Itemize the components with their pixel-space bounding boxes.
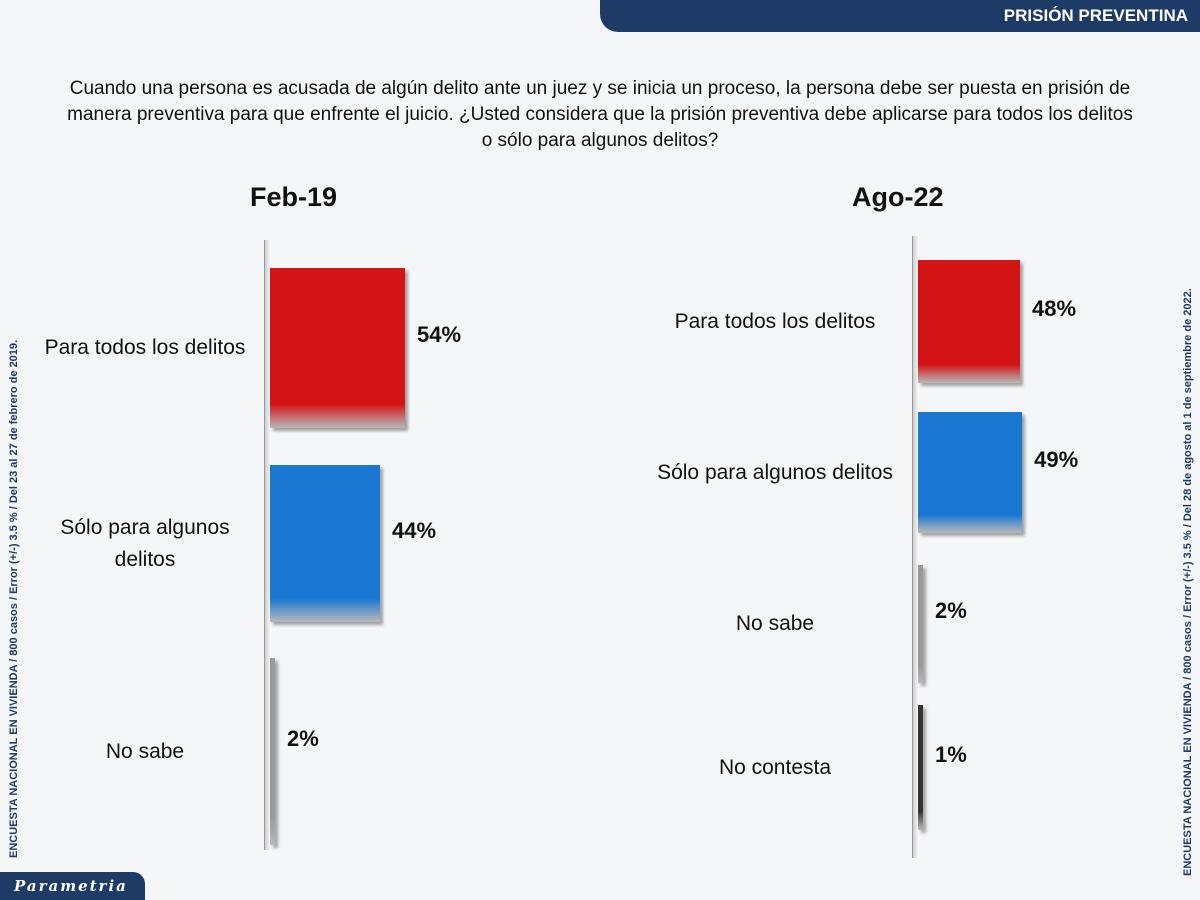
data-label: 1% bbox=[935, 741, 967, 767]
category-label: Sólo para algunos delitos bbox=[657, 460, 893, 484]
bar bbox=[918, 705, 923, 830]
data-label: 2% bbox=[935, 598, 967, 623]
bar bbox=[270, 658, 275, 845]
survey-note-right: ENCUESTA NACIONAL EN VIVIENDA / 800 caso… bbox=[1182, 288, 1194, 876]
axis-line bbox=[912, 236, 919, 858]
data-label: 49% bbox=[1034, 446, 1079, 472]
question-text: Cuando una persona es acusada de algún d… bbox=[67, 78, 1133, 151]
data-label: 54% bbox=[417, 322, 462, 347]
bar bbox=[918, 412, 1023, 533]
data-label: 44% bbox=[392, 517, 437, 543]
chart-title-left: Feb-19 bbox=[250, 182, 338, 212]
bar bbox=[918, 260, 1020, 383]
category-label: Sólo para algunos delitos bbox=[60, 515, 230, 571]
data-label: 2% bbox=[287, 725, 319, 751]
bar bbox=[270, 268, 405, 428]
category-label: No contesta bbox=[718, 755, 832, 779]
category-label: Para todos los delitos bbox=[44, 336, 246, 359]
parametria-logo: Parametria bbox=[0, 872, 145, 900]
survey-note-left: ENCUESTA NACIONAL EN VIVIENDA / 800 caso… bbox=[8, 339, 20, 858]
category-label: Para todos los delitos bbox=[674, 309, 876, 333]
bar bbox=[918, 565, 923, 683]
data-label: 48% bbox=[1032, 295, 1077, 321]
axis-line bbox=[264, 240, 271, 850]
category-label: No sabe bbox=[105, 739, 185, 763]
bar bbox=[270, 465, 380, 622]
header-title: PRISIÓN PREVENTINA bbox=[1003, 6, 1188, 25]
category-label: No sabe bbox=[735, 612, 815, 635]
chart-title-right: Ago-22 bbox=[852, 182, 944, 212]
header-banner: PRISIÓN PREVENTINA bbox=[600, 0, 1200, 32]
